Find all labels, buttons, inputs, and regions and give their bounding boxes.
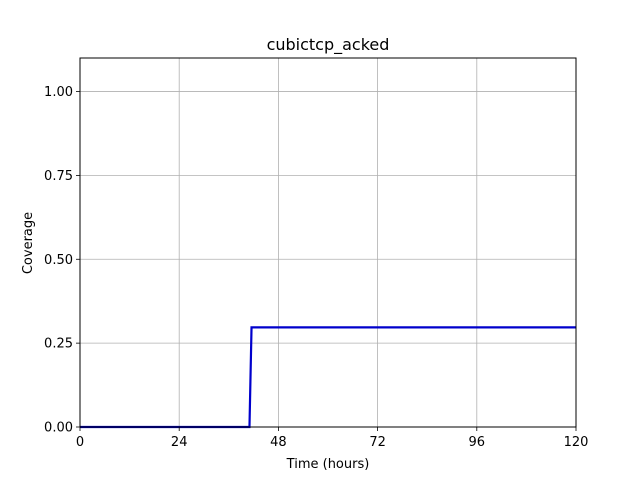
x-tick-label: 96 (469, 435, 486, 450)
y-tick-label: 0.25 (44, 337, 73, 352)
y-tick-label: 1.00 (44, 85, 73, 100)
chart-title: cubictcp_acked (267, 35, 390, 55)
series-line (80, 326, 576, 429)
x-tick-label: 0 (76, 435, 84, 450)
plot-frame (79, 57, 577, 428)
x-axis-ticks: 0 24 48 72 96 120 (76, 427, 589, 450)
y-axis-ticks: 0.00 0.25 0.50 0.75 1.00 (44, 85, 80, 436)
x-tick-label: 72 (369, 435, 386, 450)
series-layer (80, 326, 576, 429)
x-axis-label: Time (hours) (286, 457, 370, 472)
grid (79, 58, 577, 428)
y-tick-label: 0.50 (44, 253, 73, 268)
y-tick-label: 0.00 (44, 421, 73, 436)
x-tick-label: 48 (270, 435, 287, 450)
y-axis-label: Coverage (21, 212, 36, 274)
x-tick-label: 120 (564, 435, 589, 450)
x-tick-label: 24 (171, 435, 188, 450)
y-tick-label: 0.75 (44, 169, 73, 184)
